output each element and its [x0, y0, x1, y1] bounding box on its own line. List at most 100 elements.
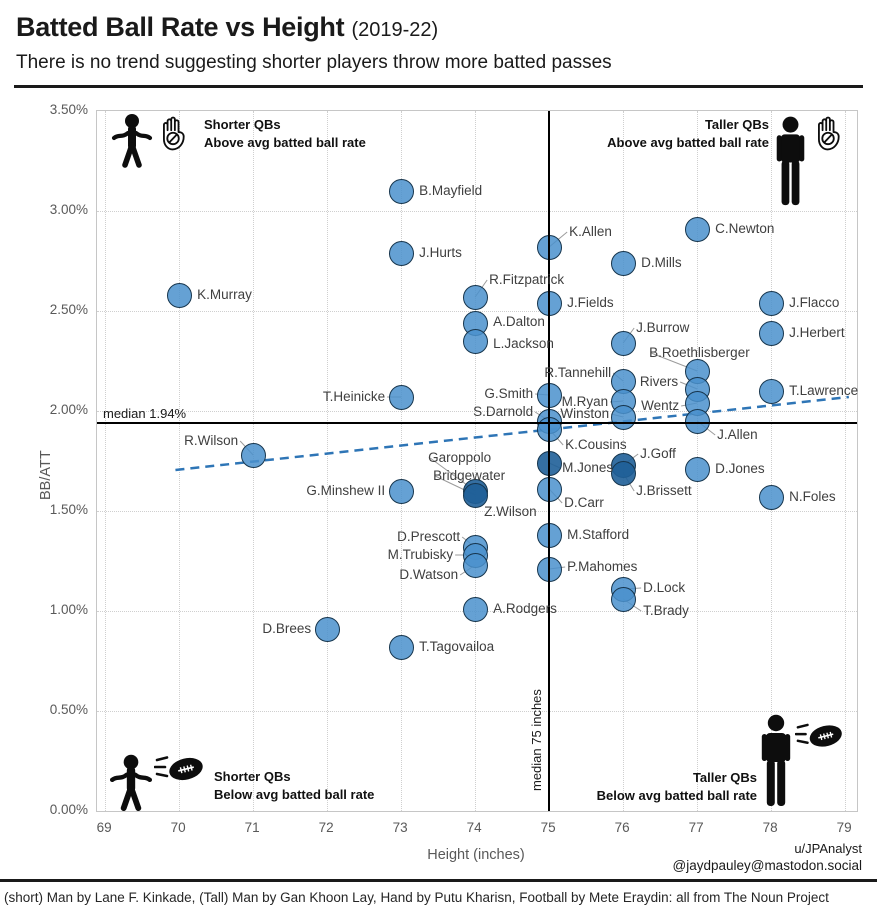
- point-label: M.Stafford: [567, 527, 630, 542]
- annotation-line: Above avg batted ball rate: [204, 134, 366, 150]
- title-divider: [14, 85, 863, 88]
- x-tick-label: 72: [318, 820, 334, 835]
- point-label: R.Tannehill: [544, 365, 612, 380]
- data-point-j-flacco: [758, 290, 784, 316]
- point-label: J.Herbert: [789, 325, 845, 340]
- point-label: Garoppolo: [428, 450, 492, 465]
- y-tick-label: 1.50%: [49, 502, 88, 517]
- point-label: K.Murray: [197, 287, 252, 302]
- horizontal-gridline: [97, 411, 857, 412]
- annotation-top-left: Shorter QBs Above avg batted ball rate: [204, 116, 366, 151]
- point-label: D.Carr: [564, 495, 604, 510]
- point-label: N.Foles: [789, 489, 836, 504]
- vertical-gridline: [327, 111, 329, 811]
- y-tick-label: 3.50%: [49, 102, 88, 117]
- point-label: J.Allen: [717, 427, 758, 442]
- annotation-line: Below avg batted ball rate: [214, 786, 375, 802]
- data-point-c-newton: [684, 216, 710, 242]
- median-height-label: median 75 inches: [529, 689, 545, 791]
- football-icon: [794, 717, 845, 760]
- horizontal-gridline: [97, 511, 857, 512]
- plot-area: Shorter QBs Above avg batted ball rate T…: [96, 110, 858, 812]
- x-tick-label: 76: [614, 820, 630, 835]
- y-tick-label: 0.50%: [49, 702, 88, 717]
- vertical-gridline: [179, 111, 181, 811]
- annotation-line: Below avg batted ball rate: [596, 787, 757, 803]
- point-label: A.Dalton: [493, 314, 545, 329]
- page-title: Batted Ball Rate vs Height (2019-22): [16, 12, 439, 42]
- point-label: K.Allen: [569, 224, 612, 239]
- point-label: J.Goff: [640, 446, 676, 461]
- point-label: K.Cousins: [565, 437, 627, 452]
- x-tick-label: 69: [96, 820, 112, 835]
- data-point-d-jones: [684, 456, 710, 482]
- point-label: M.Ryan: [561, 394, 609, 409]
- y-tick-label: 1.00%: [49, 602, 88, 617]
- point-label: J.Fields: [567, 295, 614, 310]
- median-height-line: [548, 111, 551, 811]
- point-label: B.Mayfield: [419, 183, 483, 198]
- y-axis-title: BB/ATT: [38, 450, 54, 500]
- data-point-j-allen: [684, 408, 710, 434]
- point-label: D.Brees: [262, 621, 312, 636]
- vertical-gridline: [771, 111, 773, 811]
- point-label: D.Mills: [641, 255, 682, 270]
- annotation-bottom-left: Shorter QBs Below avg batted ball rate: [214, 768, 374, 803]
- point-label: S.Darnold: [473, 404, 534, 419]
- credit-mastodon: @jaydpauley@mastodon.social: [672, 858, 862, 873]
- data-point-g-minshew-ii: [388, 478, 414, 504]
- point-label: L.Jackson: [493, 336, 554, 351]
- data-point-d-mills: [610, 250, 636, 276]
- point-label: R.Wilson: [184, 433, 239, 448]
- point-label: G.Smith: [484, 386, 534, 401]
- chart-subtitle: There is no trend suggesting shorter pla…: [16, 52, 612, 73]
- y-tick-label: 0.00%: [49, 802, 88, 817]
- data-point-t-lawrence: [758, 378, 784, 404]
- data-point-d-watson: [462, 552, 488, 578]
- annotation-bottom-right: Taller QBs Below avg batted ball rate: [597, 769, 757, 804]
- x-tick-label: 71: [244, 820, 260, 835]
- x-axis-ticks: 69 70 71 72 73 74 75 76 77 78 79: [96, 820, 856, 838]
- data-point-r-fitzpatrick: [462, 284, 488, 310]
- credit-reddit: u/JPAnalyst: [794, 841, 862, 856]
- stop-hand-icon: [158, 112, 189, 159]
- short-man-icon: [110, 113, 154, 174]
- point-label: Wentz: [641, 398, 680, 413]
- data-point-j-hurts: [388, 240, 414, 266]
- tall-man-icon: [759, 713, 793, 814]
- point-label: Bridgewater: [433, 468, 506, 483]
- point-label: B.Roethlisberger: [649, 345, 750, 360]
- point-label: T.Heinicke: [322, 389, 386, 404]
- stop-hand-icon: [813, 112, 844, 159]
- point-label: J.Hurts: [419, 245, 462, 260]
- data-point-bridgewater: [462, 482, 488, 508]
- x-tick-label: 70: [170, 820, 186, 835]
- footer-divider: [0, 879, 877, 882]
- vertical-gridline: [845, 111, 847, 811]
- point-label: R.Fitzpatrick: [489, 272, 565, 287]
- data-point-j-herbert: [758, 320, 784, 346]
- annotation-top-right: Taller QBs Above avg batted ball rate: [607, 116, 769, 151]
- point-label: G.Minshew II: [306, 483, 386, 498]
- point-label: M.Jones: [562, 460, 614, 475]
- annotation-line: Taller QBs: [692, 770, 757, 785]
- vertical-gridline: [105, 111, 107, 811]
- football-icon: [153, 749, 206, 794]
- data-point-r-wilson: [240, 442, 266, 468]
- point-label: C.Newton: [715, 221, 775, 236]
- point-label: Winston: [560, 406, 610, 421]
- point-label: T.Brady: [643, 603, 689, 618]
- x-tick-label: 79: [836, 820, 852, 835]
- data-point-b-mayfield: [388, 178, 414, 204]
- y-tick-label: 2.00%: [49, 402, 88, 417]
- vertical-gridline: [475, 111, 477, 811]
- annotation-line: Shorter QBs: [214, 769, 291, 784]
- vertical-gridline: [401, 111, 403, 811]
- horizontal-gridline: [97, 711, 857, 712]
- data-point-j-burrow: [610, 330, 636, 356]
- data-point-a-rodgers: [462, 596, 488, 622]
- horizontal-gridline: [97, 211, 857, 212]
- data-point-j-brissett: [610, 460, 636, 486]
- point-label: T.Lawrence: [789, 383, 859, 398]
